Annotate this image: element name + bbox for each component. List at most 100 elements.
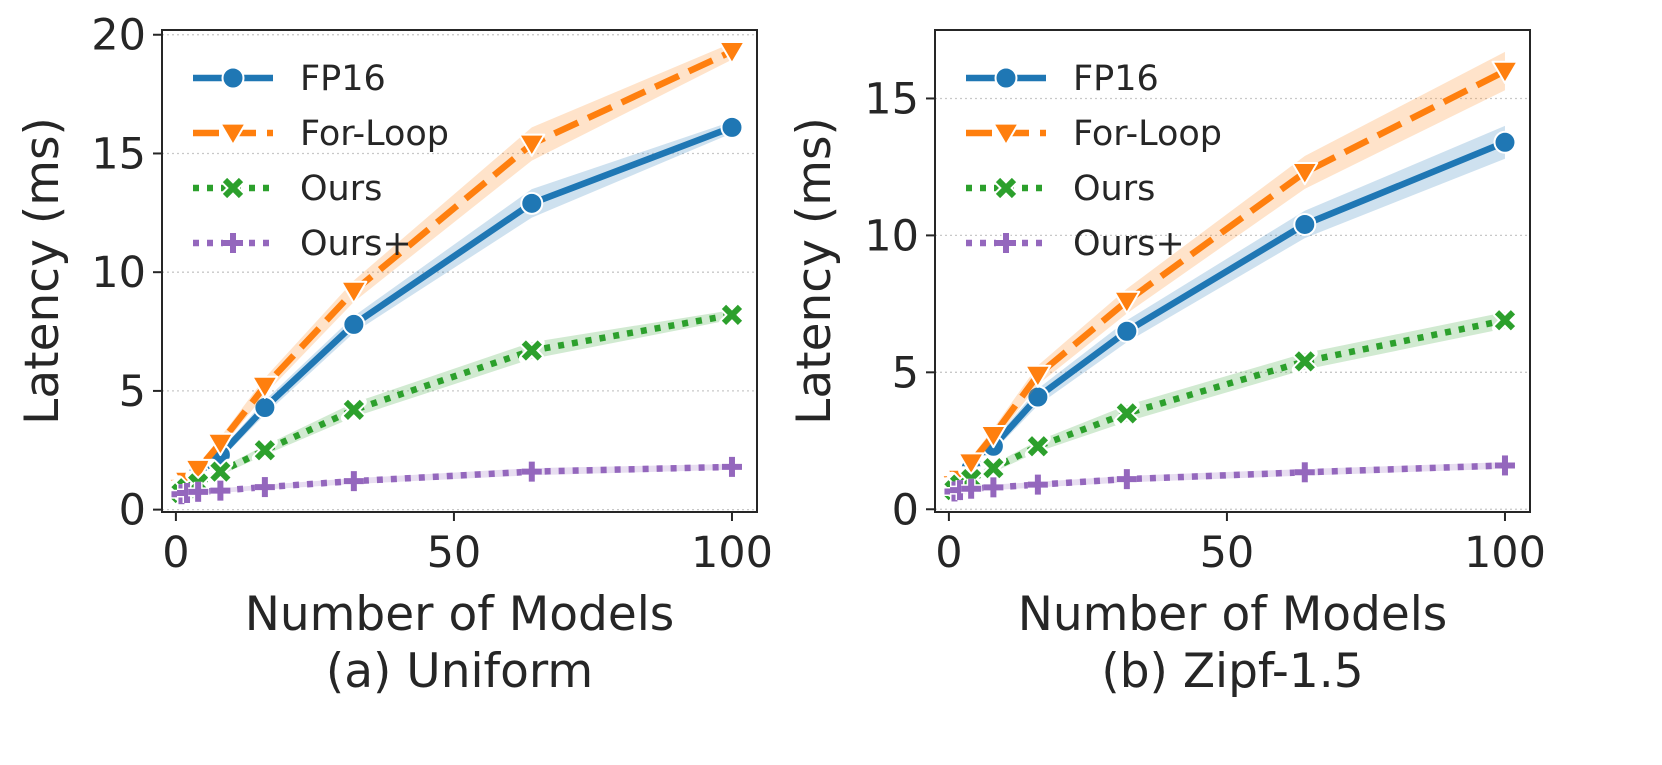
y-tick-label: 20 [91, 11, 146, 61]
legend-item: For-Loop [193, 114, 449, 154]
data-point [1293, 212, 1317, 236]
panel-caption: (a) Uniform [326, 644, 593, 699]
data-point [518, 133, 546, 157]
data-point [1024, 364, 1052, 388]
series-ours- [944, 455, 1515, 502]
x-tick-label: 100 [1464, 528, 1546, 578]
gridlines [935, 97, 1530, 510]
y-axis-label: Latency (ms) [15, 117, 70, 425]
data-point [1291, 348, 1318, 375]
data-point [518, 337, 545, 364]
data-point [979, 424, 1007, 449]
data-point [340, 280, 368, 305]
data-point [210, 480, 231, 501]
data-point [340, 396, 367, 423]
legend-marker [223, 233, 243, 253]
legend-label: Ours+ [1073, 224, 1185, 264]
data-point [1115, 319, 1139, 343]
legend: FP16 For-Loop Ours Ours+ [966, 59, 1222, 264]
legend-label: FP16 [300, 59, 386, 99]
y-tick-label: 5 [892, 348, 919, 398]
data-point [721, 456, 742, 477]
series-line [953, 462, 1506, 495]
legend-marker [992, 122, 1020, 146]
data-point [1113, 400, 1140, 427]
panel-zipf: 0 5 10 15 0 50 100 Number of Models Latency (ms)… [787, 29, 1546, 699]
data-point [343, 471, 364, 492]
x-tick-label: 50 [1200, 528, 1255, 578]
data-point [983, 477, 1004, 498]
series-line [179, 124, 734, 494]
legend-label: For-Loop [300, 114, 449, 154]
data-point [1027, 474, 1048, 495]
data-point [961, 478, 982, 499]
y-tick-label: 10 [91, 248, 146, 298]
legend-item: For-Loop [966, 114, 1222, 154]
confidence-band [181, 310, 732, 496]
data-point [188, 481, 209, 502]
data-point [1493, 130, 1517, 154]
y-tick-label: 15 [91, 129, 146, 179]
legend-item: Ours+ [966, 224, 1185, 264]
data-point [251, 437, 278, 464]
data-point [718, 301, 745, 328]
data-point [207, 458, 234, 485]
data-point [520, 191, 544, 215]
legend-label: Ours [1073, 169, 1155, 209]
data-point [521, 461, 542, 482]
data-point [1294, 462, 1315, 483]
legend-item: Ours+ [193, 224, 412, 264]
data-point [1113, 290, 1141, 314]
series-line [952, 139, 1507, 490]
data-point [718, 40, 746, 65]
data-point [206, 432, 234, 457]
y-tick-label: 15 [864, 74, 919, 124]
data-point [980, 455, 1007, 482]
x-tick-label: 50 [427, 528, 482, 578]
confidence-band [954, 125, 1505, 491]
data-point [342, 312, 366, 336]
legend-marker [221, 66, 245, 90]
data-point [1491, 307, 1518, 334]
legend-item: Ours [193, 169, 382, 209]
legend-marker [220, 175, 246, 201]
y-tick-label: 10 [864, 211, 919, 261]
axes-frame [934, 29, 1531, 513]
confidence-band [181, 464, 732, 497]
data-point [957, 452, 985, 476]
data-point [720, 115, 744, 139]
series-for-loop [167, 40, 746, 502]
gridlines [162, 34, 757, 511]
legend-marker [993, 175, 1019, 201]
confidence-band [954, 462, 1505, 494]
data-point [1116, 469, 1137, 490]
legend-label: FP16 [1073, 59, 1159, 99]
legend-item: FP16 [193, 59, 386, 99]
legend-item: FP16 [966, 59, 1159, 99]
data-point [254, 477, 275, 498]
legend-label: For-Loop [1073, 114, 1222, 154]
legend-marker [996, 233, 1016, 253]
data-point [1494, 455, 1515, 476]
x-tick-label: 100 [691, 528, 773, 578]
x-axis-label: Number of Models [245, 587, 675, 642]
data-point [184, 458, 212, 483]
confidence-band [181, 43, 732, 492]
y-tick-label: 0 [119, 486, 146, 536]
legend: FP16 For-Loop Ours Ours+ [193, 59, 449, 264]
y-tick-label: 5 [119, 367, 146, 417]
data-point [1491, 60, 1519, 84]
data-point [1291, 162, 1319, 186]
x-axis-label: Number of Models [1018, 587, 1448, 642]
axes-frame [161, 29, 758, 513]
x-tick-label: 0 [162, 528, 189, 578]
panel-caption: (b) Zipf-1.5 [1101, 644, 1363, 699]
series-ours- [171, 456, 742, 505]
x-tick-label: 0 [935, 528, 962, 578]
legend-label: Ours [300, 169, 382, 209]
legend-marker [219, 122, 247, 146]
series-line [180, 463, 733, 498]
series-line [178, 48, 734, 491]
